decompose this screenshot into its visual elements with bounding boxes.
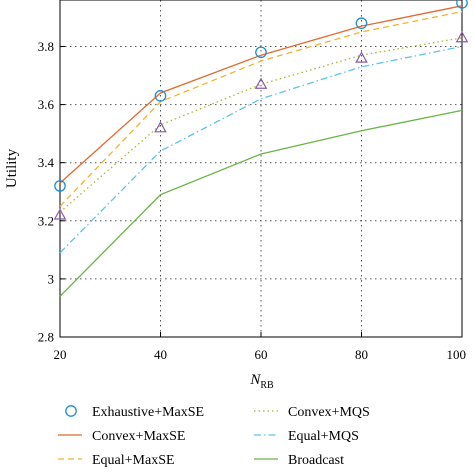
legend-item: Equal+MQS	[254, 429, 359, 444]
legend-label: Broadcast	[288, 453, 344, 468]
triangle-marker	[154, 121, 167, 133]
series-line-equal-maxse	[59, 10, 463, 207]
exhaustive-maxse-point	[54, 180, 66, 192]
x-axis-label: NRB	[249, 372, 274, 391]
triangle-marker	[53, 208, 67, 220]
legend-swatch	[65, 405, 77, 417]
y-tick-label: 2.8	[38, 330, 54, 345]
y-tick-label: 3	[48, 271, 55, 286]
series-line-broadcast	[59, 109, 463, 297]
x-axis-label-main: N	[249, 372, 261, 388]
legend-label: Equal+MaxSE	[92, 453, 175, 468]
legend-label: Equal+MQS	[288, 429, 359, 444]
legend-label: Exhaustive+MaxSE	[92, 405, 204, 420]
y-axis-ticks: 2.8 3 3.2 3.4 3.6 3.8	[38, 39, 65, 345]
legend-item: Convex+MQS	[254, 405, 370, 420]
grid	[59, 0, 463, 338]
x-tick-label: 40	[154, 347, 167, 362]
legend-item: Equal+MaxSE	[58, 453, 175, 468]
x-axis-label-sub: RB	[260, 380, 274, 391]
legend-item: Broadcast	[254, 453, 344, 468]
series-layer	[59, 5, 463, 297]
exhaustive-maxse-point	[355, 17, 368, 30]
x-axis-ticks: 20 40 60 80 100	[54, 332, 467, 362]
series-line-equal-mqs	[59, 45, 463, 254]
triangle-marker	[455, 31, 469, 43]
legend-item: Convex+MaxSE	[58, 429, 185, 444]
x-tick-label: 80	[355, 347, 368, 362]
exhaustive-maxse-point	[255, 46, 267, 59]
legend-label: Convex+MaxSE	[92, 429, 185, 444]
triangle-marker	[355, 51, 368, 63]
y-axis-label: Utility	[4, 148, 20, 188]
x-tick-label: 60	[255, 347, 268, 362]
legend-item: Exhaustive+MaxSE	[65, 405, 204, 420]
y-tick-label: 3.4	[38, 155, 55, 170]
y-tick-label: 3.6	[38, 97, 55, 112]
exhaustive-maxse-point	[456, 0, 468, 9]
legend-label: Convex+MQS	[288, 405, 370, 420]
triangle-marker	[254, 77, 268, 89]
legend: Exhaustive+MaxSE Convex+MaxSE Equal+MaxSE C…	[58, 405, 370, 468]
y-tick-label: 3.2	[38, 213, 54, 228]
marker-layer	[53, 0, 469, 220]
series-line-convex-maxse	[59, 5, 463, 184]
x-tick-label: 100	[447, 347, 467, 362]
exhaustive-maxse-point	[154, 90, 167, 102]
x-tick-label: 20	[54, 347, 67, 362]
y-tick-label: 3.8	[38, 39, 54, 54]
